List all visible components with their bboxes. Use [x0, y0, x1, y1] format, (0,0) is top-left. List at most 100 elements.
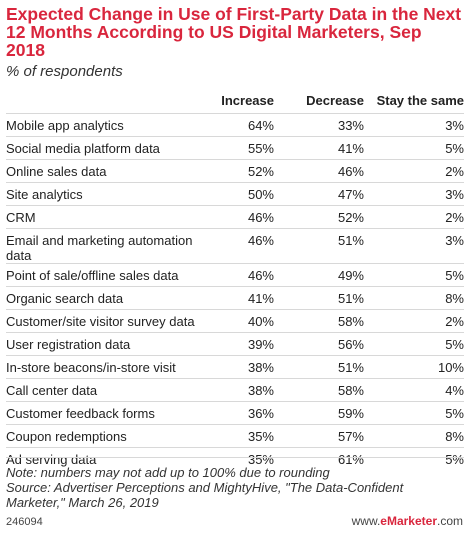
row-label: User registration data [6, 332, 214, 356]
row-label: Customer feedback forms [6, 401, 214, 425]
table-row: Customer feedback forms 36% 59% 5% [6, 401, 464, 425]
increase-value-text: 39% [247, 337, 274, 352]
row-label-text: Organic search data [6, 291, 124, 306]
increase-value: 64% [214, 113, 274, 137]
row-label-text: Call center data [6, 383, 98, 398]
table-row: Customer/site visitor survey data 40% 58% 2… [6, 309, 464, 333]
increase-value-text: 64% [247, 118, 274, 133]
row-label: Mobile app analytics [6, 113, 214, 137]
increase-value: 40% [214, 309, 274, 333]
stay-the-same-value-text: 2% [445, 314, 464, 329]
row-label-text: Ad serving data [6, 452, 97, 467]
decrease-value: 49% [274, 263, 364, 287]
decrease-value-text: 51% [337, 291, 364, 306]
row-label: Email and marketing automation data [6, 228, 214, 264]
stay-the-same-value: 4% [364, 378, 464, 402]
table-row: Online sales data 52% 46% 2% [6, 159, 464, 183]
table-row: Coupon redemptions 35% 57% 8% [6, 424, 464, 448]
column-header-decrease: Decrease [306, 92, 364, 108]
increase-value-text: 55% [247, 141, 274, 156]
row-label-text: User registration data [6, 337, 131, 352]
brand-logo: www.eMarketer.com [352, 514, 463, 528]
chart-title: Expected Change in Use of First-Party Da… [6, 4, 462, 60]
stay-the-same-value: 3% [364, 113, 464, 137]
row-label: In-store beacons/in-store visit [6, 355, 214, 379]
table-row: Point of sale/offline sales data 46% 49% 5% [6, 263, 464, 287]
table-row: Email and marketing automation data 46% 51… [6, 228, 464, 264]
decrease-value: 47% [274, 182, 364, 206]
brand-prefix: www. [351, 514, 381, 528]
row-label-text: In-store beacons/in-store visit [6, 360, 176, 375]
row-label-text: Mobile app analytics [6, 118, 124, 133]
source-text: Source: Advertiser Perceptions and Might… [6, 480, 404, 510]
table-row: User registration data 39% 56% 5% [6, 332, 464, 356]
row-label-text: Point of sale/offline sales data [6, 268, 179, 283]
stay-the-same-value-text: 10% [437, 360, 464, 375]
row-label: Online sales data [6, 159, 214, 183]
decrease-value: 58% [274, 378, 364, 402]
decrease-value-text: 58% [337, 314, 364, 329]
decrease-value: 51% [274, 286, 364, 310]
data-table: Increase Decrease Stay the same Mobile a… [6, 87, 464, 470]
decrease-value-text: 47% [337, 187, 364, 202]
increase-value-text: 46% [247, 233, 274, 248]
stay-the-same-value-text: 3% [445, 118, 464, 133]
increase-value-text: 46% [247, 210, 274, 225]
increase-value-text: 35% [247, 429, 274, 444]
increase-value-text: 50% [247, 187, 274, 202]
stay-the-same-value-text: 5% [445, 268, 464, 283]
table-row: Mobile app analytics 64% 33% 3% [6, 113, 464, 137]
decrease-value: 33% [274, 113, 364, 137]
row-label: Ad serving data [6, 447, 214, 470]
stay-the-same-value: 5% [364, 136, 464, 160]
increase-value-text: 38% [247, 383, 274, 398]
stay-the-same-value: 8% [364, 286, 464, 310]
increase-value-text: 38% [247, 360, 274, 375]
stay-the-same-value: 5% [364, 447, 464, 470]
decrease-value: 61% [274, 447, 364, 470]
stay-the-same-value-text: 2% [445, 164, 464, 179]
row-label: Social media platform data [6, 136, 214, 160]
row-label-text: Customer/site visitor survey data [6, 314, 195, 329]
stay-the-same-value-text: 5% [445, 141, 464, 156]
stay-the-same-value: 5% [364, 401, 464, 425]
row-label: Customer/site visitor survey data [6, 309, 214, 333]
table-row: Site analytics 50% 47% 3% [6, 182, 464, 206]
stay-the-same-value-text: 8% [445, 429, 464, 444]
decrease-value: 59% [274, 401, 364, 425]
row-label: Coupon redemptions [6, 424, 214, 448]
stay-the-same-value: 2% [364, 205, 464, 229]
increase-value-text: 35% [247, 452, 274, 467]
chart-id: 246094 [6, 516, 43, 528]
increase-value: 46% [214, 228, 274, 264]
row-label-text: Social media platform data [6, 141, 160, 156]
row-label: Site analytics [6, 182, 214, 206]
column-header-category [6, 87, 214, 114]
stay-the-same-value-text: 2% [445, 210, 464, 225]
table-row: CRM 46% 52% 2% [6, 205, 464, 229]
increase-value: 38% [214, 355, 274, 379]
decrease-value: 58% [274, 309, 364, 333]
decrease-value-text: 49% [337, 268, 364, 283]
column-header-stay-the-same: Stay the same [376, 92, 464, 108]
increase-value: 46% [214, 263, 274, 287]
increase-value: 46% [214, 205, 274, 229]
stay-the-same-value-text: 8% [445, 291, 464, 306]
brand-suffix: .com [436, 514, 463, 528]
increase-value: 52% [214, 159, 274, 183]
increase-value: 41% [214, 286, 274, 310]
column-header-increase: Increase [221, 92, 274, 108]
decrease-value-text: 52% [337, 210, 364, 225]
stay-the-same-value-text: 5% [445, 452, 464, 467]
stay-the-same-value: 3% [364, 228, 464, 264]
decrease-value-text: 57% [337, 429, 364, 444]
increase-value: 35% [214, 424, 274, 448]
row-label: Organic search data [6, 286, 214, 310]
increase-value: 38% [214, 378, 274, 402]
row-label-text: Customer feedback forms [6, 406, 155, 421]
stay-the-same-value: 2% [364, 159, 464, 183]
footnote: Note: numbers may not add up to 100% due… [6, 465, 464, 510]
stay-the-same-value: 2% [364, 309, 464, 333]
row-label-text: CRM [6, 210, 36, 225]
row-label: Point of sale/offline sales data [6, 263, 214, 287]
